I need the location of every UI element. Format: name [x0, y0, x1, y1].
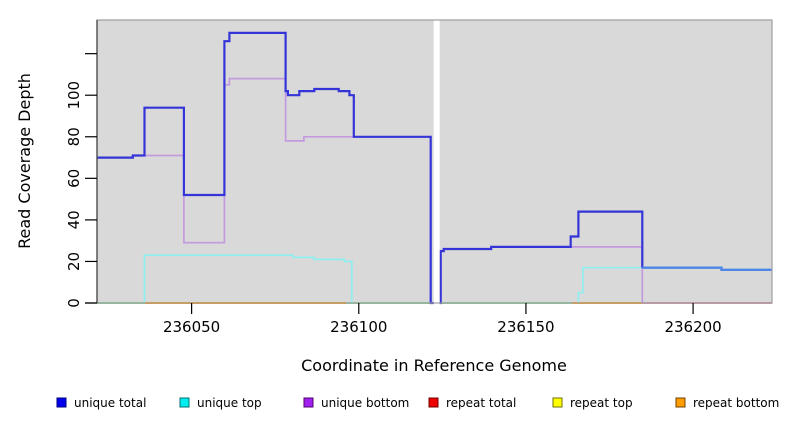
- series-line-unique-total: [97, 31, 434, 305]
- y-tick-label: 80: [65, 127, 83, 146]
- legend-swatch-unique-total: [56, 397, 67, 408]
- x-tick-label: 236150: [497, 318, 554, 336]
- y-tick-label: 40: [65, 210, 83, 229]
- x-axis-title: Coordinate in Reference Genome: [301, 356, 567, 375]
- legend-swatch-unique-bottom: [303, 397, 314, 408]
- series-line-unique-total: [642, 266, 772, 271]
- y-tick-label: 60: [65, 169, 83, 188]
- legend-label-repeat-bottom: repeat bottom: [693, 396, 779, 410]
- plot-area: [97, 20, 772, 305]
- x-tick-label: 236200: [664, 318, 721, 336]
- legend-label-unique-total: unique total: [74, 396, 146, 410]
- legend-label-repeat-top: repeat top: [570, 396, 633, 410]
- axes: 236050 236100 236150 236200 0 20 40 60 80 100: [65, 19, 773, 336]
- y-axis-title: Read Coverage Depth: [15, 73, 34, 249]
- x-tick-label: 236100: [330, 318, 387, 336]
- series-line-unique-bottom: [144, 77, 354, 244]
- legend-swatch-unique-top: [179, 397, 190, 408]
- legend-swatch-repeat-bottom: [675, 397, 686, 408]
- series-line-unique-total: [439, 210, 644, 305]
- legend-swatch-repeat-top: [552, 397, 563, 408]
- y-tick-label: 20: [65, 252, 83, 271]
- legend-label-unique-top: unique top: [197, 396, 262, 410]
- coverage-gap-region: [433, 20, 440, 303]
- legend-label-unique-bottom: unique bottom: [321, 396, 409, 410]
- legend: unique total unique top unique bottom repea…: [56, 396, 779, 410]
- series-line-unique-top: [143, 254, 353, 303]
- series-line-unique-top: [577, 266, 643, 303]
- legend-label-repeat-total: repeat total: [446, 396, 516, 410]
- y-tick-label: 100: [65, 81, 83, 110]
- x-tick-label: 236050: [163, 318, 220, 336]
- legend-swatch-repeat-total: [428, 397, 439, 408]
- y-tick-label: 0: [65, 298, 83, 308]
